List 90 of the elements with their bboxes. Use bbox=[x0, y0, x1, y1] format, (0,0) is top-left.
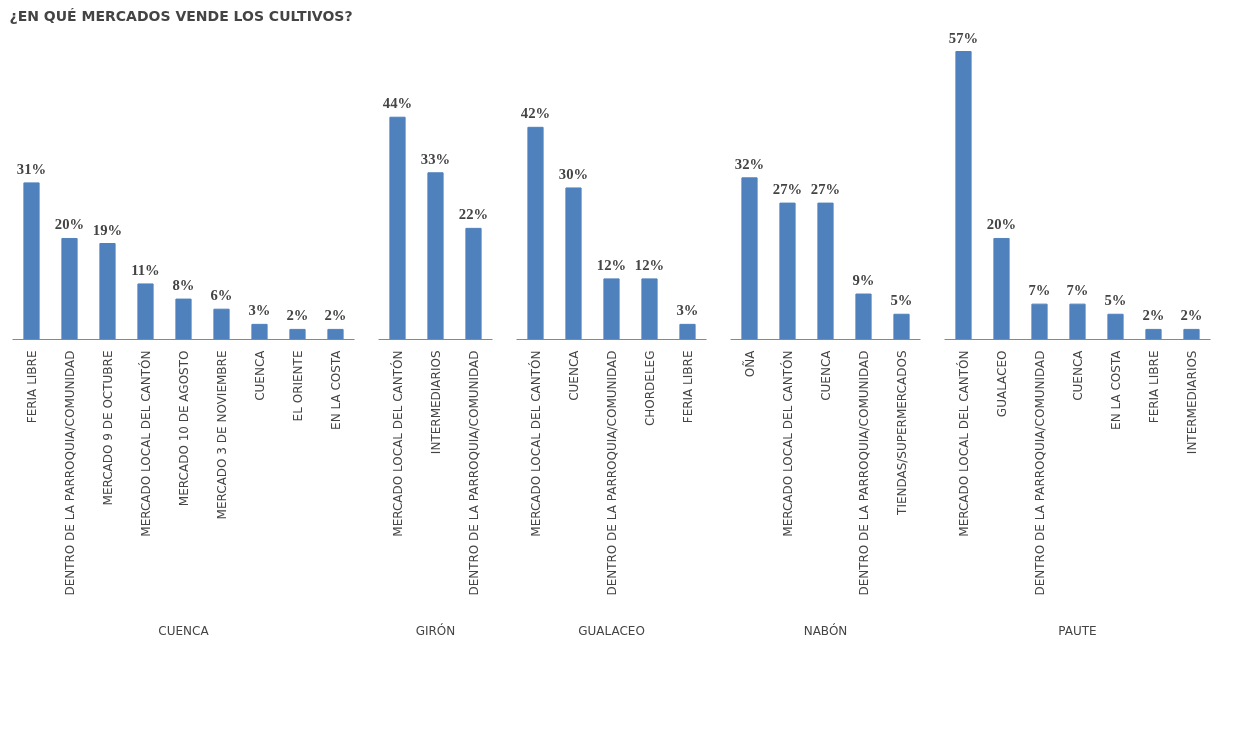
x-tick-label: FERIA LIBRE bbox=[1146, 350, 1161, 424]
x-tick-label: MERCADO LOCAL DEL CANTÓN bbox=[527, 350, 543, 537]
x-tick-label: DENTRO DE LA PARROQUIA/COMUNIDAD bbox=[62, 350, 77, 596]
data-label: 3% bbox=[248, 302, 271, 319]
bar bbox=[327, 328, 344, 340]
x-tick-label: CUENCA bbox=[252, 349, 267, 401]
data-label: 27% bbox=[810, 181, 841, 198]
data-label: 30% bbox=[558, 165, 589, 182]
data-label: 2% bbox=[1180, 307, 1203, 324]
chart-title: ¿EN QUÉ MERCADOS VENDE LOS CULTIVOS? bbox=[9, 7, 353, 24]
data-label: 12% bbox=[596, 256, 627, 273]
bar bbox=[175, 298, 192, 340]
data-label: 42% bbox=[520, 105, 551, 122]
x-tick-label: OÑA bbox=[741, 349, 757, 378]
data-label: 11% bbox=[131, 261, 160, 278]
bar bbox=[213, 308, 230, 340]
data-label: 44% bbox=[382, 95, 413, 112]
data-label: 27% bbox=[772, 181, 803, 198]
x-tick-label: EN LA COSTA bbox=[328, 349, 343, 430]
bar bbox=[641, 278, 658, 340]
x-tick-label: MERCADO LOCAL DEL CANTÓN bbox=[389, 350, 405, 537]
bar bbox=[779, 202, 796, 340]
data-label: 12% bbox=[634, 256, 665, 273]
bar bbox=[289, 328, 306, 340]
data-label: 2% bbox=[1142, 307, 1165, 324]
bar bbox=[741, 177, 758, 340]
bar bbox=[61, 237, 78, 340]
bar bbox=[23, 182, 40, 340]
x-tick-label: INTERMEDIARIOS bbox=[428, 350, 443, 455]
bar bbox=[955, 51, 972, 340]
x-tick-label: MERCADO 9 DE OCTUBRE bbox=[100, 350, 115, 506]
x-tick-label: MERCADO LOCAL DEL CANTÓN bbox=[137, 350, 153, 537]
x-axis-title: GIRÓN bbox=[415, 622, 456, 638]
x-tick-label: DENTRO DE LA PARROQUIA/COMUNIDAD bbox=[604, 350, 619, 596]
data-label: 22% bbox=[458, 206, 489, 223]
x-tick-label: CUENCA bbox=[818, 349, 833, 401]
data-label: 57% bbox=[948, 29, 979, 46]
data-label: 2% bbox=[324, 307, 347, 324]
x-axis-title: GUALACEO bbox=[578, 623, 645, 638]
bar bbox=[99, 243, 116, 340]
bar bbox=[679, 323, 696, 340]
x-tick-label: MERCADO 3 DE NOVIEMBRE bbox=[214, 350, 229, 520]
data-label: 3% bbox=[676, 302, 699, 319]
x-tick-label: CUENCA bbox=[1070, 349, 1085, 401]
x-tick-label: CUENCA bbox=[566, 349, 581, 401]
x-tick-label: FERIA LIBRE bbox=[680, 350, 695, 424]
x-tick-label: TIENDAS/SUPERMERCADOS bbox=[894, 350, 909, 516]
data-label: 6% bbox=[210, 287, 233, 304]
x-axis-title: NABÓN bbox=[803, 622, 848, 638]
bar bbox=[565, 187, 582, 340]
x-axis-title: CUENCA bbox=[158, 623, 210, 638]
data-label: 8% bbox=[172, 277, 195, 294]
x-tick-label: EN LA COSTA bbox=[1108, 349, 1123, 430]
data-label: 33% bbox=[420, 150, 451, 167]
data-label: 20% bbox=[986, 216, 1017, 233]
bar bbox=[1145, 328, 1162, 340]
x-tick-label: MERCADO 10 DE AGOSTO bbox=[176, 350, 191, 507]
data-label: 20% bbox=[54, 216, 85, 233]
bar bbox=[527, 126, 544, 340]
bar bbox=[817, 202, 834, 340]
x-tick-label: CHORDELEG bbox=[642, 350, 657, 427]
data-label: 9% bbox=[852, 272, 875, 289]
data-label: 5% bbox=[1104, 292, 1127, 309]
x-tick-label: GUALACEO bbox=[994, 350, 1009, 418]
bar bbox=[1107, 313, 1124, 340]
x-axis-title: PAUTE bbox=[1058, 623, 1097, 638]
bar bbox=[993, 237, 1010, 340]
x-tick-label: EL ORIENTE bbox=[290, 350, 305, 422]
x-tick-label: INTERMEDIARIOS bbox=[1184, 350, 1199, 455]
x-tick-label: FERIA LIBRE bbox=[24, 350, 39, 424]
x-tick-label: MERCADO LOCAL DEL CANTÓN bbox=[779, 350, 795, 537]
bar bbox=[855, 293, 872, 340]
x-tick-label: DENTRO DE LA PARROQUIA/COMUNIDAD bbox=[1032, 350, 1047, 596]
data-label: 19% bbox=[92, 221, 123, 238]
bar bbox=[1031, 303, 1048, 340]
data-label: 31% bbox=[16, 160, 47, 177]
data-label: 7% bbox=[1028, 282, 1051, 299]
x-tick-label: DENTRO DE LA PARROQUIA/COMUNIDAD bbox=[856, 350, 871, 596]
bar bbox=[1069, 303, 1086, 340]
data-label: 2% bbox=[286, 307, 309, 324]
bar bbox=[603, 278, 620, 340]
bar bbox=[137, 283, 154, 340]
bar bbox=[893, 313, 910, 340]
x-tick-label: DENTRO DE LA PARROQUIA/COMUNIDAD bbox=[466, 350, 481, 596]
data-label: 5% bbox=[890, 292, 913, 309]
x-tick-label: MERCADO LOCAL DEL CANTÓN bbox=[955, 350, 971, 537]
data-label: 7% bbox=[1066, 282, 1089, 299]
data-label: 32% bbox=[734, 155, 765, 172]
bar bbox=[1183, 328, 1200, 340]
bar bbox=[251, 323, 268, 340]
